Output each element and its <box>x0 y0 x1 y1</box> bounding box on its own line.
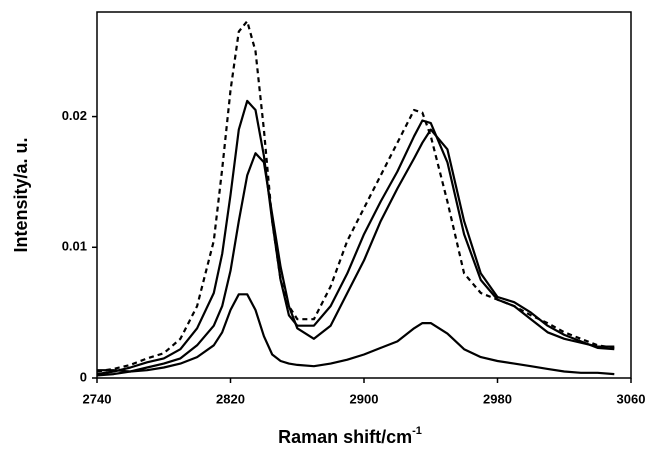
x-tick-label: 3060 <box>617 391 646 406</box>
spectrum-line <box>96 99 615 376</box>
spectrum-line <box>97 293 615 376</box>
y-tick-label: 0 <box>80 369 87 384</box>
x-tick-label: 2980 <box>483 391 512 406</box>
x-tick-label: 2820 <box>216 391 245 406</box>
x-tick-label: 2740 <box>83 391 112 406</box>
y-tick-label: 0.02 <box>62 108 87 123</box>
y-axis-title: Intensity/a. u. <box>11 137 31 252</box>
x-axis-title-text: Raman shift/cm <box>278 427 412 447</box>
y-tick-label: 0.01 <box>62 239 87 254</box>
plot-frame <box>96 11 632 379</box>
spectrum-line <box>96 128 615 377</box>
x-axis-title: Raman shift/cm-1 <box>278 425 422 447</box>
x-axis-title-superscript: -1 <box>412 425 422 437</box>
spectrum-line <box>96 20 615 373</box>
x-tick-label: 2900 <box>350 391 379 406</box>
